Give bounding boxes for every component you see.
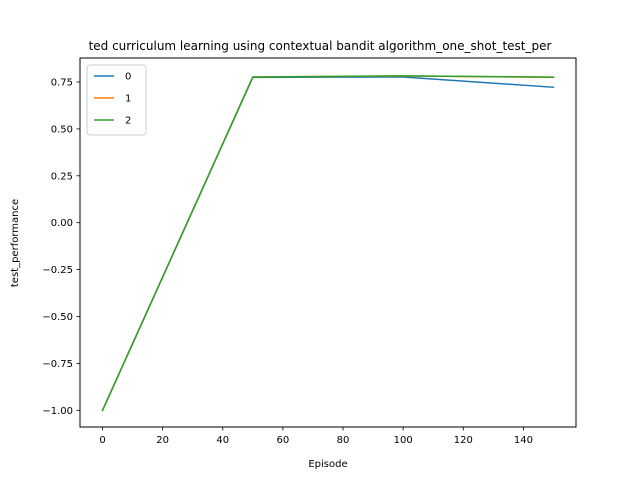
y-tick-label: 0.00 (51, 218, 73, 229)
axes-frame (79, 57, 577, 428)
x-tick-label: 0 (99, 435, 105, 446)
x-axis-ticks: 0 20 40 60 80 100 120 140 (99, 427, 533, 446)
x-tick-label: 120 (454, 435, 473, 446)
y-tick-label: 0.25 (51, 171, 73, 182)
legend-label-1: 1 (125, 94, 131, 105)
x-tick-label: 40 (216, 435, 229, 446)
y-tick-label: 0.75 (51, 78, 73, 89)
x-tick-label: 20 (156, 435, 169, 446)
y-axis-ticks: −1.00 −0.75 −0.50 −0.25 0.00 0.25 0.50 0.75 (42, 78, 80, 417)
legend: 0 1 2 (86, 64, 147, 136)
legend-label-2: 2 (125, 116, 131, 127)
series-line-2 (101, 75, 555, 412)
x-tick-label: 80 (337, 435, 350, 446)
x-tick-label: 60 (277, 435, 290, 446)
x-tick-label: 100 (394, 435, 413, 446)
y-tick-label: −0.50 (42, 312, 73, 323)
legend-label-0: 0 (125, 72, 131, 83)
y-tick-label: −0.25 (42, 265, 73, 276)
legend-box (86, 64, 147, 136)
y-tick-label: 0.50 (51, 124, 73, 135)
chart-title: ted curriculum learning using contextual… (89, 39, 552, 53)
plot-lines (101, 75, 555, 412)
y-axis-label: test_performance (10, 199, 21, 287)
y-tick-label: −1.00 (42, 406, 73, 417)
x-axis-label: Episode (308, 459, 347, 470)
y-tick-label: −0.75 (42, 359, 73, 370)
x-tick-label: 140 (514, 435, 533, 446)
